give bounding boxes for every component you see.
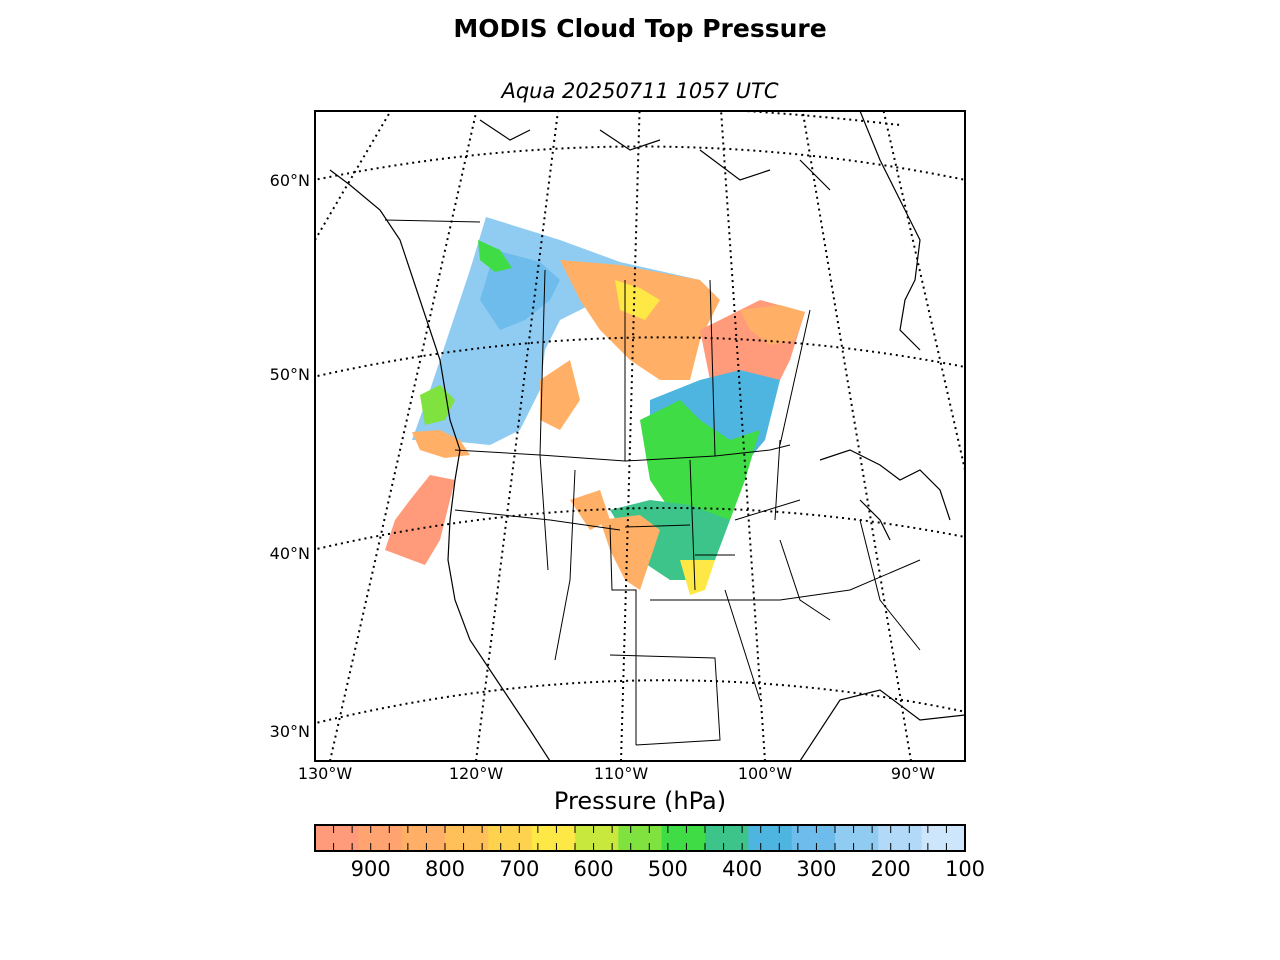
us-canada-border <box>454 444 791 462</box>
great-lakes <box>819 449 951 541</box>
parallel-40n <box>315 507 965 551</box>
lon-label-110w: 110°W <box>594 764 649 783</box>
colorbar-segment <box>705 825 749 851</box>
coastlines <box>329 111 965 761</box>
colorbar-tick-label: 500 <box>648 857 688 881</box>
meridian-80w <box>882 111 965 471</box>
lon-label-90w: 90°W <box>891 764 935 783</box>
cloud-mid-central <box>560 260 720 380</box>
colorbar-tick-label: 900 <box>351 857 391 881</box>
colorbar-tick-label: 300 <box>796 857 836 881</box>
lat-label-40n: 40°N <box>270 544 310 563</box>
meridians <box>315 111 965 761</box>
map-title: MODIS Cloud Top Pressure <box>453 14 827 43</box>
colorbar-segment <box>401 825 446 851</box>
arctic-islands <box>479 119 831 191</box>
colorbar-segment <box>791 825 836 851</box>
meridian-90w <box>801 111 912 761</box>
map-plot-area <box>315 111 965 761</box>
map-frame <box>314 110 966 762</box>
colorbar-tick-label: 100 <box>945 857 985 881</box>
cloud-scatter-1 <box>540 360 580 430</box>
colorbar-frame <box>314 824 966 852</box>
us-states <box>454 439 921 746</box>
lon-label-130w: 130°W <box>298 764 353 783</box>
colorbar-tick-label: 200 <box>871 857 911 881</box>
parallel-30n <box>315 679 965 725</box>
canada-provinces <box>384 219 811 461</box>
lon-label-100w: 100°W <box>738 764 793 783</box>
colorbar <box>315 825 966 851</box>
gulf-coast <box>799 689 965 761</box>
colorbar-segment <box>835 825 879 851</box>
colorbar-tick-label: 800 <box>425 857 465 881</box>
lat-label-60n: 60°N <box>270 171 310 190</box>
colorbar-segment <box>531 825 576 851</box>
cloud-mid-central2 <box>615 280 660 320</box>
colorbar-segment <box>878 825 923 851</box>
colorbar-tick-label: 600 <box>574 857 614 881</box>
colorbar-segment <box>748 825 793 851</box>
lat-label-50n: 50°N <box>270 365 310 384</box>
cloud-south-orange <box>600 515 660 590</box>
hudson-bay-coast <box>859 111 921 351</box>
colorbar-tick-label: 700 <box>499 857 539 881</box>
cloud-swath <box>385 217 805 595</box>
colorbar-segment <box>358 825 403 851</box>
colorbar-segment <box>488 825 533 851</box>
colorbar-segment <box>618 825 663 851</box>
latitude-labels: 60°N 50°N 40°N 30°N <box>270 171 310 741</box>
colorbar-segment <box>921 825 966 851</box>
cloud-scatter-2 <box>570 490 610 530</box>
lon-label-120w: 120°W <box>449 764 504 783</box>
colorbar-label: Pressure (hPa) <box>553 787 727 815</box>
cloud-low-coast2 <box>412 430 470 458</box>
cloud-green-west <box>478 240 512 272</box>
colorbar-segment <box>575 825 619 851</box>
cloud-east-mid <box>740 305 805 345</box>
colorbar-ticks: 900 800 700 600 500 400 300 200 100 <box>333 825 985 881</box>
colorbar-segment <box>315 825 359 851</box>
lat-label-30n: 30°N <box>270 722 310 741</box>
meridian-140w <box>315 111 392 241</box>
parallel-50n <box>315 336 965 378</box>
meridian-120w <box>475 111 559 761</box>
colorbar-segment <box>661 825 706 851</box>
borders <box>384 219 921 746</box>
cloud-low-coast <box>385 475 455 565</box>
cloud-south-yellow <box>680 560 715 595</box>
colorbar-tick-label: 400 <box>722 857 762 881</box>
pacific-coastline <box>329 169 551 761</box>
map-subtitle: Aqua 20250711 1057 UTC <box>501 79 779 103</box>
colorbar-segment <box>445 825 489 851</box>
cloud-green-east <box>640 400 760 530</box>
longitude-labels: 130°W 120°W 110°W 100°W 90°W <box>298 764 935 783</box>
